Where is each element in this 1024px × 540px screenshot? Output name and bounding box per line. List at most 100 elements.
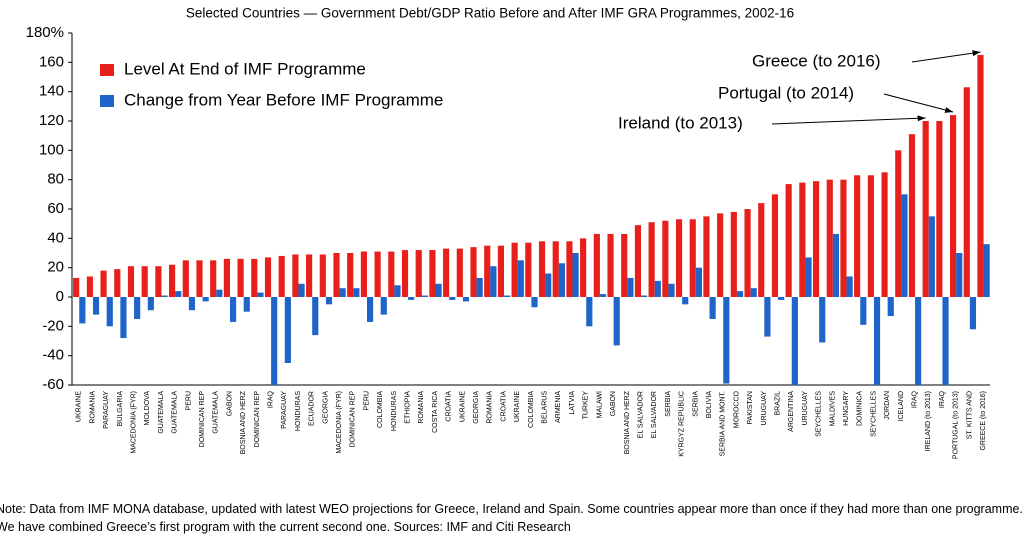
x-tick-label: UKRAINE	[76, 391, 83, 422]
bar	[791, 297, 798, 385]
bar	[360, 251, 367, 297]
y-tick-label: 160	[39, 53, 64, 70]
bar	[175, 291, 182, 297]
x-tick-label: KYRGYZ REPUBLIC	[679, 391, 686, 457]
x-tick-label: MOROCCO	[733, 390, 740, 428]
bar	[257, 292, 264, 297]
bar	[771, 194, 779, 297]
x-tick-label: GUATEMALA	[213, 391, 220, 434]
bar	[306, 254, 313, 297]
x-tick-label: IRAQ	[268, 390, 275, 408]
x-tick-label: ROMANIA	[418, 391, 425, 424]
x-tick-label: EL SALVADOR	[637, 391, 644, 438]
bar	[641, 295, 648, 297]
bar	[106, 297, 113, 327]
bar	[92, 297, 100, 315]
annotation-arrow	[911, 50, 981, 63]
bar	[599, 294, 607, 297]
bar	[196, 260, 203, 297]
x-tick-label: EL SALVADOR	[651, 391, 658, 438]
x-tick-label: GABON	[610, 391, 617, 416]
x-tick-label: SEYCHELLES	[870, 391, 877, 437]
bar	[627, 277, 634, 297]
bar	[949, 115, 957, 297]
y-tick-label: 120	[39, 112, 64, 129]
bar	[271, 297, 278, 385]
x-tick-label: BOSNIA AND HERZ	[240, 390, 247, 454]
x-tick-label: PERU	[363, 391, 370, 410]
bar	[79, 297, 86, 324]
x-tick-label: GEORGIA	[322, 391, 329, 424]
bar	[120, 297, 127, 339]
bar	[634, 225, 642, 297]
bar	[525, 242, 532, 297]
bar	[188, 297, 196, 311]
bar	[812, 181, 820, 297]
x-tick-label: BELARUS	[542, 391, 549, 424]
bar	[292, 254, 299, 297]
bar	[462, 297, 470, 302]
x-tick-label: DOMINICAN REP	[350, 391, 357, 448]
bar	[210, 260, 217, 297]
x-tick-label: UKRAINE	[514, 391, 521, 422]
bar	[613, 297, 620, 346]
y-tick-label: 40	[47, 229, 64, 246]
bar	[497, 245, 505, 297]
x-tick-label: CROATIA	[500, 391, 507, 422]
x-tick-label: DOMINICAN REP	[199, 391, 206, 448]
bar	[182, 260, 189, 297]
x-tick-label: HONDURAS	[391, 391, 398, 431]
bar	[977, 55, 984, 297]
x-tick-label: PARAGUAY	[281, 391, 288, 429]
bar	[936, 121, 943, 297]
y-tick-label: 100	[39, 141, 64, 158]
x-tick-label: MACEDONIA (FYR)	[336, 391, 343, 454]
x-tick-label: DOMINICAN REP	[254, 391, 261, 448]
x-tick-label: ECUADOR	[309, 391, 316, 426]
bar	[147, 297, 154, 311]
y-tick-label: 0	[56, 288, 64, 305]
bar	[353, 288, 360, 297]
bar	[703, 216, 710, 297]
x-tick-label: SERBIA	[665, 391, 672, 417]
bar	[695, 267, 702, 297]
y-tick-label: 80	[47, 171, 64, 188]
x-tick-label: URUGUAY	[802, 391, 809, 426]
x-tick-label: GABON	[226, 391, 233, 416]
y-tick-label: -40	[42, 347, 64, 364]
x-tick-label: GUATEMALA	[158, 391, 165, 434]
bar	[580, 238, 587, 297]
bar	[963, 87, 970, 298]
x-tick-label: PORTUGAL (to 2013)	[953, 391, 960, 459]
bar	[298, 283, 305, 297]
legend-swatch	[100, 64, 114, 76]
annotation: Ireland (to 2013)	[618, 113, 743, 132]
bar	[983, 244, 990, 297]
x-tick-label: MALAWI	[596, 391, 603, 418]
bar	[778, 297, 785, 300]
x-tick-label: HUNGARY	[843, 391, 850, 426]
bar	[229, 297, 237, 322]
legend-label: Level At End of IMF Programme	[124, 59, 366, 78]
bar	[895, 150, 902, 297]
bar	[593, 233, 600, 297]
x-tick-label: HONDURAS	[295, 391, 302, 431]
bar	[901, 194, 908, 297]
bar	[668, 283, 675, 297]
bar	[538, 241, 546, 297]
bar	[531, 297, 538, 308]
legend-label: Change from Year Before IMF Programme	[124, 90, 443, 109]
y-tick-label: 180%	[26, 24, 64, 41]
x-tick-label: URUGUAY	[761, 391, 768, 426]
annotation-arrow	[883, 93, 954, 113]
bar	[388, 251, 395, 297]
x-tick-label: ROMANIA	[89, 391, 96, 424]
x-tick-label: IRAQ	[911, 390, 918, 408]
bar	[956, 253, 963, 297]
bar	[689, 219, 696, 297]
bar	[333, 253, 340, 297]
bar	[717, 213, 724, 297]
x-tick-label: ROMANIA	[487, 391, 494, 424]
bar	[504, 295, 511, 297]
